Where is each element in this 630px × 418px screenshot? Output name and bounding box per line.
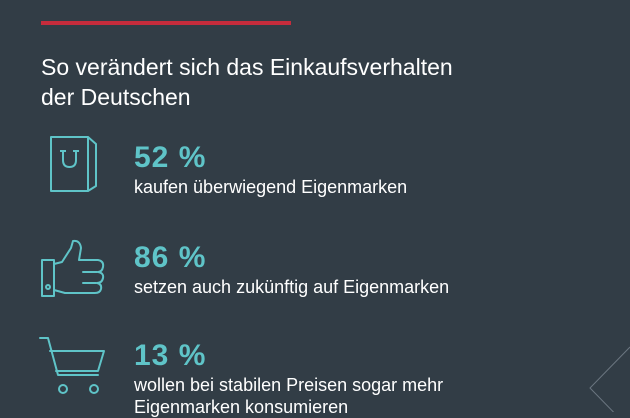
subtitle: So verändert sich das Einkaufsverhalten … xyxy=(41,52,561,112)
stat-description-line-1: wollen bei stabilen Preisen sogar mehr xyxy=(134,375,444,395)
stat-item-2: 86 % setzen auch zukünftig auf Eigenmark… xyxy=(134,242,594,298)
stat-percent: 86 % xyxy=(134,241,207,274)
stat-item-1: 52 % kaufen überwiegend Eigenmarken xyxy=(134,142,594,198)
stat-description: wollen bei stabilen Preisen sogar mehr E… xyxy=(134,374,594,418)
stat-description: setzen auch zukünftig auf Eigenmarken xyxy=(134,277,450,297)
clipped-title xyxy=(40,0,340,4)
stat-description-line-2: Eigenmarken konsumieren xyxy=(134,397,349,417)
thumbs-up-icon xyxy=(41,239,105,297)
stat-item-3: 13 % wollen bei stabilen Preisen sogar m… xyxy=(134,340,594,418)
shopping-cart-icon xyxy=(39,337,105,394)
stat-percent: 13 % xyxy=(134,339,207,372)
stat-description: kaufen überwiegend Eigenmarken xyxy=(134,177,408,197)
subtitle-line-2: der Deutschen xyxy=(41,84,191,110)
decorative-diamond-shape xyxy=(589,346,630,412)
subtitle-line-1: So verändert sich das Einkaufsverhalten xyxy=(41,54,453,80)
title-underline xyxy=(41,21,291,25)
stat-percent: 52 % xyxy=(134,141,207,174)
shopping-bag-icon xyxy=(50,136,97,192)
